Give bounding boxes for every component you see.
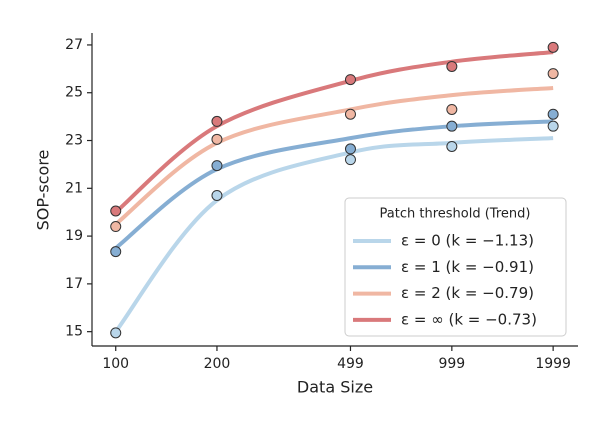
point xyxy=(547,41,559,53)
y-tick-label: 21 xyxy=(65,180,83,196)
y-tick-label: 19 xyxy=(65,228,83,244)
y-tick-label: 17 xyxy=(65,276,83,292)
point xyxy=(110,221,122,233)
point xyxy=(344,74,356,86)
point xyxy=(446,60,458,72)
legend-label: ε = ∞ (k = −0.73) xyxy=(401,310,537,328)
point xyxy=(110,246,122,258)
y-tick-label: 27 xyxy=(65,37,83,53)
x-tick-label: 100 xyxy=(102,356,129,372)
x-axis-label: Data Size xyxy=(297,378,373,397)
legend-title: Patch threshold (Trend) xyxy=(380,207,531,222)
point xyxy=(547,68,559,80)
y-tick-label: 23 xyxy=(65,133,83,149)
x-tick-label: 499 xyxy=(337,356,364,372)
point xyxy=(344,108,356,120)
x-tick-label: 200 xyxy=(204,356,231,372)
point xyxy=(211,160,223,172)
point xyxy=(547,108,559,120)
point xyxy=(446,103,458,115)
legend-box xyxy=(344,197,567,337)
point xyxy=(211,133,223,145)
point xyxy=(211,189,223,201)
point xyxy=(110,327,122,339)
trend-line xyxy=(114,136,554,333)
point xyxy=(344,143,356,155)
point xyxy=(110,205,122,217)
legend-label: ε = 1 (k = −0.91) xyxy=(401,258,534,276)
point xyxy=(547,120,559,132)
x-tick-label: 999 xyxy=(438,356,465,372)
point xyxy=(446,140,458,152)
x-tick-label: 1999 xyxy=(535,356,571,372)
y-axis-label: SOP-score xyxy=(34,150,53,231)
point xyxy=(344,154,356,166)
legend-label: ε = 0 (k = −1.13) xyxy=(401,232,534,250)
y-tick-label: 15 xyxy=(65,324,83,340)
trend-line xyxy=(114,50,554,214)
trend-line xyxy=(114,119,554,250)
point xyxy=(211,115,223,127)
points xyxy=(110,41,559,339)
y-tick-label: 25 xyxy=(65,85,83,101)
point xyxy=(446,120,458,132)
legend: Patch threshold (Trend) ε = 0 (k = −1.13… xyxy=(344,197,567,337)
legend-label: ε = 2 (k = −0.79) xyxy=(401,284,534,302)
